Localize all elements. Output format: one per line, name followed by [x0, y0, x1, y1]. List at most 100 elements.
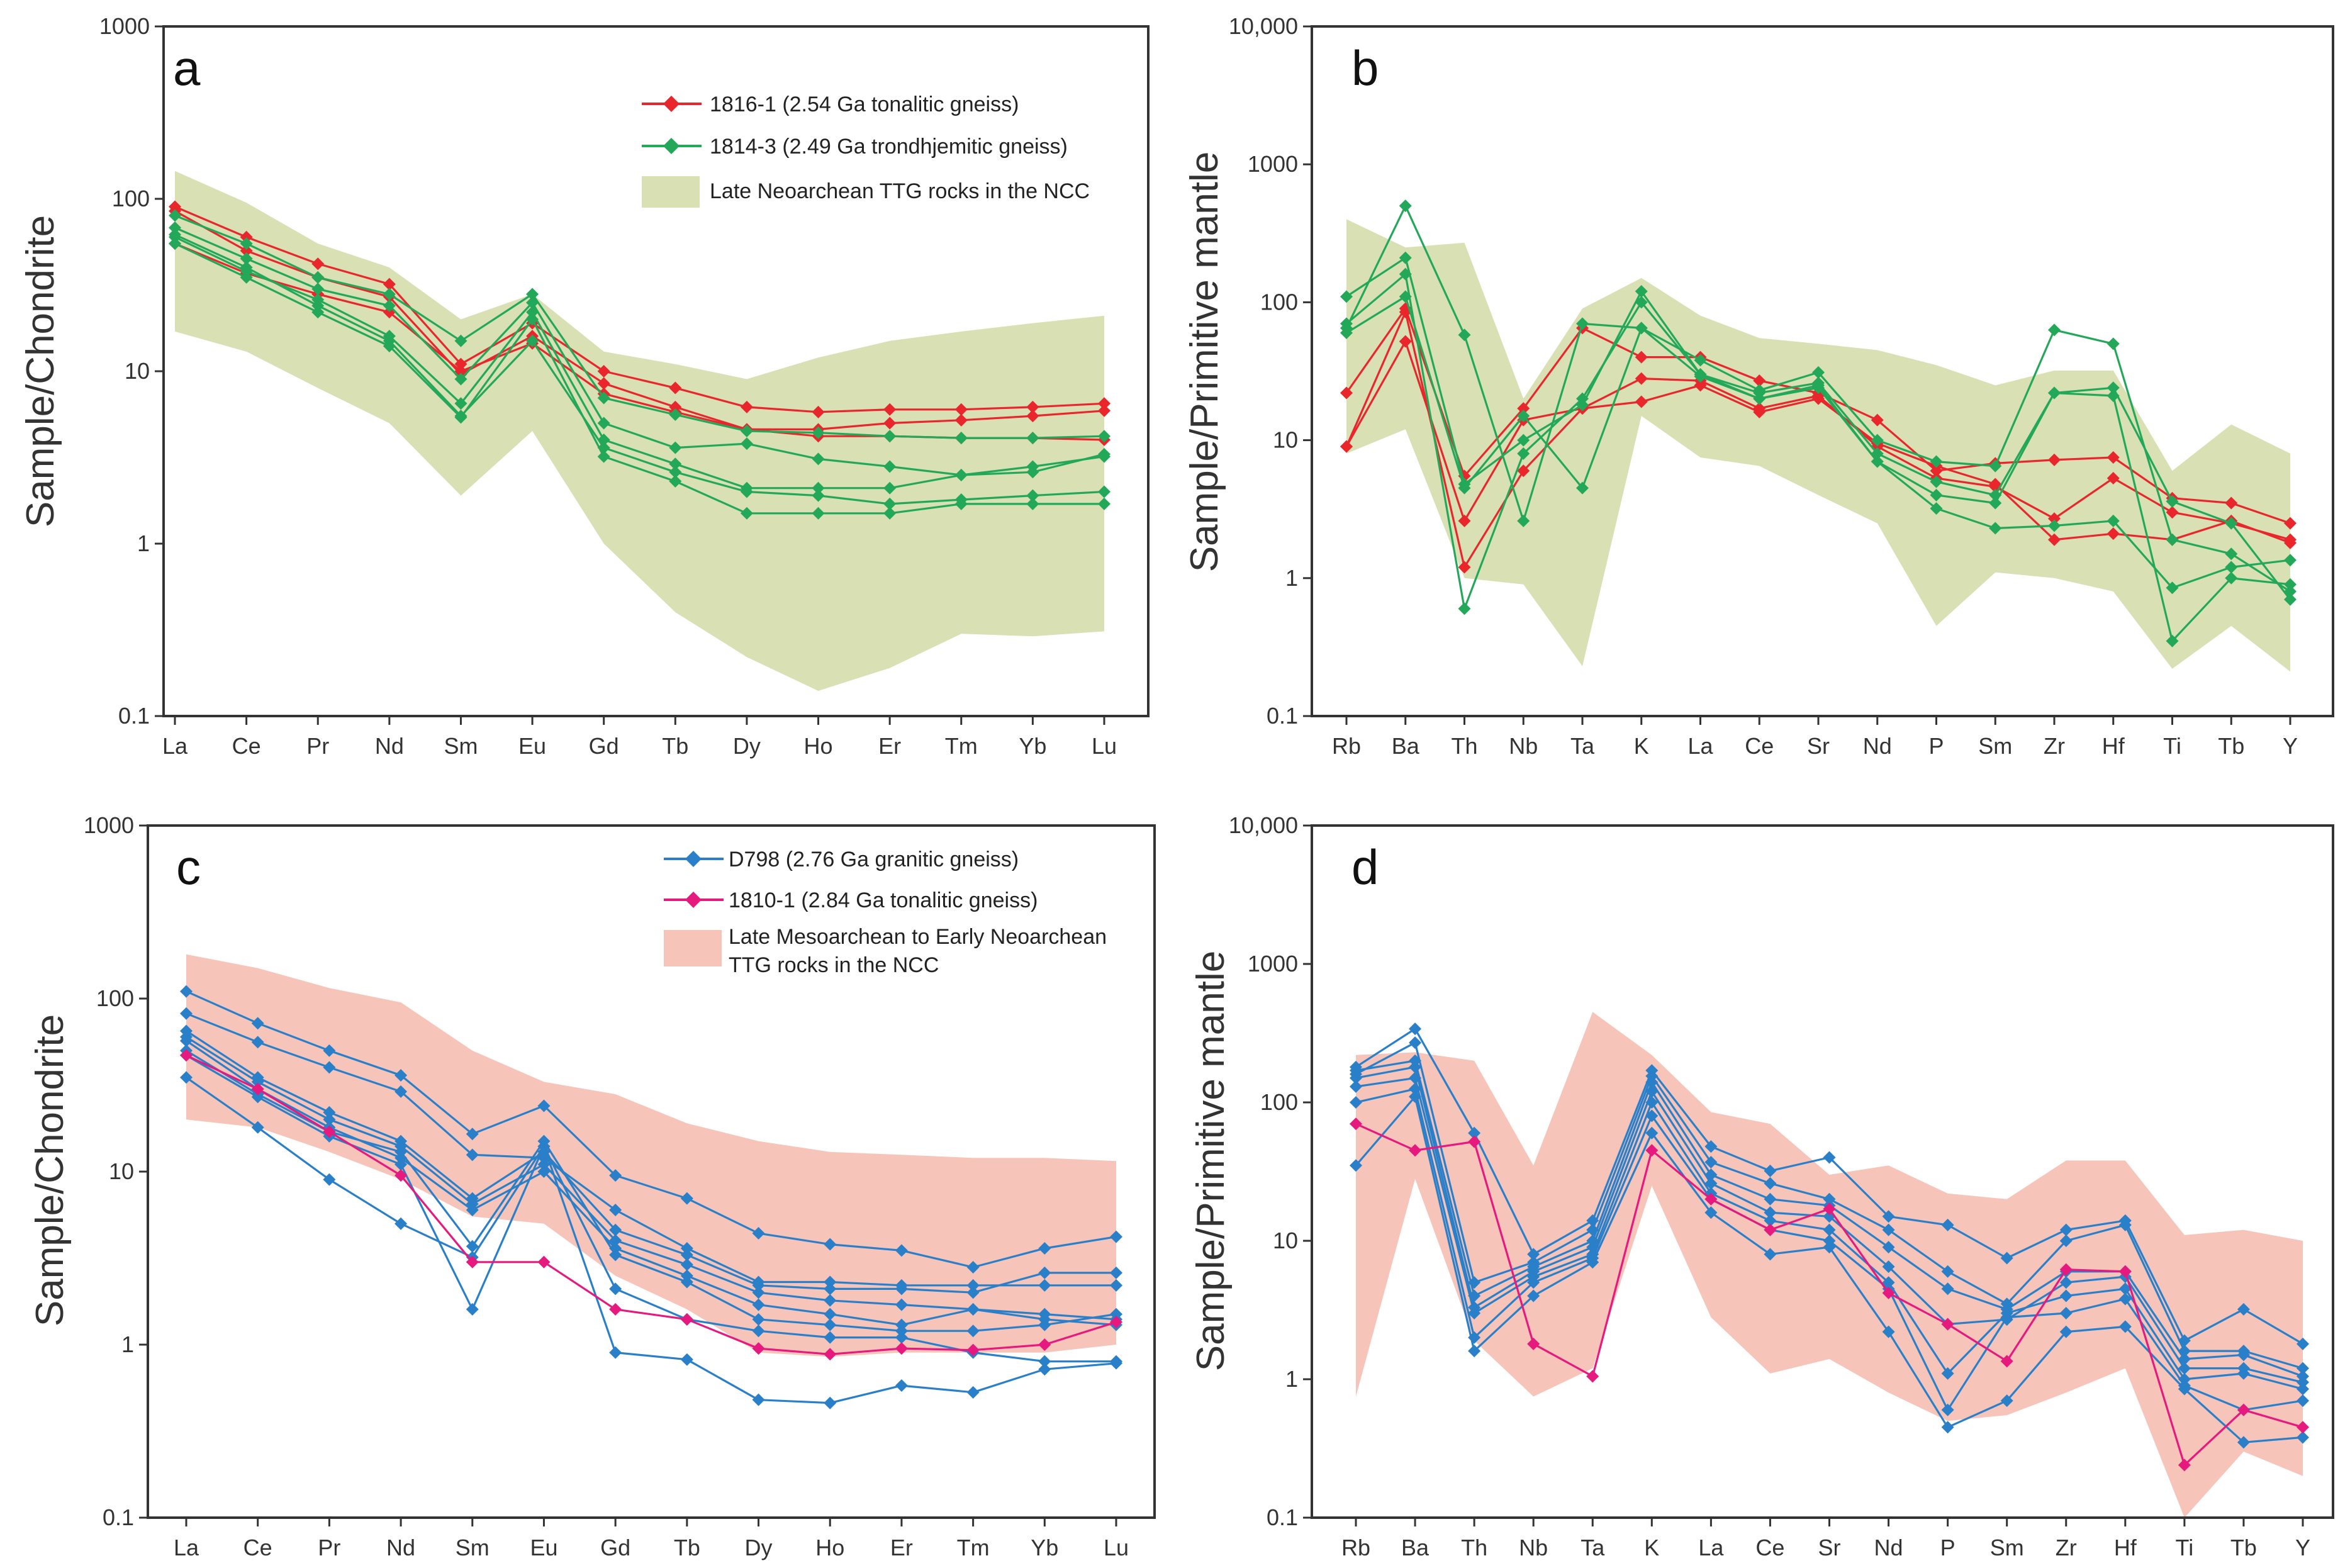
panel-d-point-1810-1-7-Zr — [2059, 1263, 2073, 1276]
panel-a-y-tick-label-1: 1 — [137, 530, 150, 556]
panel-b-x-tick-label-Nd: Nd — [1863, 733, 1892, 759]
panel-b-point-1814-3-4-Y — [2284, 593, 2297, 606]
panel-c-point-D798-1-Tm — [966, 1279, 980, 1292]
panel-c-point-D798-7-Tb — [680, 1353, 693, 1366]
panel-b-point-1814-3-6-Sm — [1989, 522, 2002, 535]
panel-d-point-D798-0-Ce — [1764, 1164, 1777, 1177]
panel-c-point-1810-1-8-Ho — [824, 1348, 837, 1361]
panel-c-point-D798-6-Ce — [251, 1090, 264, 1104]
panel-c-shaded-range — [186, 954, 1116, 1357]
panel-c-legend-label-d798: D798 (2.76 Ga granitic gneiss) — [729, 848, 1019, 871]
panel-b-point-1814-3-6-Hf — [2107, 514, 2120, 527]
panel-d-x-tick-label-Tb: Tb — [2230, 1535, 2257, 1560]
panel-b-point-1814-3-5-K — [1635, 296, 1648, 309]
panel-d-point-D798-2-Ba — [1409, 1054, 1422, 1067]
panel-c-point-D798-4-Tm — [966, 1302, 980, 1316]
panel-a-point-1814-3-7-Dy — [740, 485, 753, 498]
panel-c-point-D798-4-La — [180, 1034, 193, 1048]
panel-b-x-tick-label-Rb: Rb — [1332, 733, 1361, 759]
panel-d-point-D798-6-Rb — [1350, 1159, 1362, 1172]
panel-b-point-1814-3-5-Nb — [1517, 447, 1530, 460]
panel-c-point-D798-5-Tm — [966, 1324, 980, 1338]
panel-c-point-D798-0-Eu — [537, 1099, 551, 1112]
panel-b-point-1816-1-2-K — [1635, 395, 1648, 408]
panel-d-y-tick-label-1: 1 — [1285, 1366, 1298, 1392]
panel-d-point-D798-3-Ba — [1409, 1060, 1422, 1073]
panel-b-point-1814-3-6-K — [1635, 322, 1648, 335]
panel-c-y-tick-label-1: 1 — [121, 1331, 134, 1357]
panel-a-point-1814-3-5-Tm — [954, 468, 968, 481]
panel-c-point-D798-7-Er — [895, 1379, 908, 1392]
panel-d-y-tick-label-4: 1000 — [1248, 951, 1298, 977]
panel-c-series-D798-4-line — [186, 1039, 1117, 1326]
panel-a-point-1814-3-4-Dy — [740, 437, 753, 451]
panel-b-point-1814-3-4-Tb — [2225, 517, 2238, 530]
panel-d-point-D798-3-La — [1704, 1177, 1718, 1190]
panel-c-point-D798-0-Pr — [323, 1044, 336, 1057]
panel-d-point-D798-6-Nd — [1882, 1325, 1895, 1338]
panel-c-point-D798-7-Yb — [1038, 1363, 1051, 1376]
panel-c-point-D798-6-Sm — [466, 1302, 479, 1316]
panel-a-point-1814-3-7-Ho — [812, 489, 825, 502]
panel-d-y-tick-label-3: 100 — [1260, 1089, 1298, 1115]
panel-b-y-tick-label-4: 1000 — [1248, 151, 1298, 177]
panel-a-x-tick-label-Yb: Yb — [1019, 733, 1046, 759]
panel-b-point-1814-3-5-Sm — [1989, 496, 2002, 510]
panel-d-point-D798-6-Tb — [2237, 1436, 2250, 1449]
panel-c-point-1810-1-8-Pr — [323, 1125, 336, 1138]
panel-a-point-1814-3-3-Nd — [383, 288, 396, 301]
panel-a-x-tick-label-Tm: Tm — [945, 733, 978, 759]
panel-a-point-1814-3-5-Ho — [812, 481, 825, 495]
panel-b-point-1814-3-5-P — [1930, 488, 1943, 501]
panel-a-point-1816-1-0-Dy — [740, 400, 753, 413]
panel-d-point-1810-1-7-Ti — [2178, 1459, 2191, 1472]
panel-c-point-1810-1-8-Tm — [966, 1343, 980, 1357]
panel-c-legend-marker-d798 — [685, 851, 702, 867]
panel-d-x-tick-label-Th: Th — [1461, 1535, 1487, 1560]
panel-c-point-1810-1-8-Er — [895, 1342, 908, 1355]
panel-c-x-tick-label-Ce: Ce — [243, 1535, 272, 1560]
panel-b-point-1814-3-6-Ti — [2166, 581, 2179, 595]
panel-b-point-1814-3-3-Ta — [1576, 317, 1589, 330]
panel-d-point-D798-6-Ba — [1409, 1090, 1422, 1103]
panel-c-y-tick-label-4: 1000 — [84, 812, 134, 838]
panel-d-point-D798-6-Zr — [2059, 1325, 2073, 1338]
panel-c-y-axis-label: Sample/Chondrite — [28, 1014, 72, 1326]
panel-c-point-D798-5-Ho — [824, 1318, 837, 1331]
panel-b-point-1814-3-5-Ti — [2166, 634, 2179, 647]
panel-c-point-D798-2-Lu — [1110, 1266, 1122, 1279]
panel-c-y-tick-label-3: 100 — [96, 985, 134, 1011]
panel-c-point-D798-7-Gd — [609, 1346, 622, 1359]
panel-a-point-1814-3-6-Ho — [812, 507, 825, 520]
panel-d-point-D798-5-Ba — [1409, 1082, 1422, 1095]
panel-c-point-D798-2-Tb — [680, 1248, 693, 1262]
panel-d-point-D798-4-Ba — [1409, 1072, 1422, 1085]
panel-c-point-D798-1-Ce — [251, 1036, 264, 1049]
panel-d-point-D798-6-Ta — [1586, 1256, 1599, 1269]
panel-b-point-1814-3-5-Ta — [1576, 392, 1589, 405]
panel-a-y-axis-label: Sample/Chondrite — [19, 215, 62, 527]
panel-d-x-tick-label-Y: Y — [2295, 1535, 2310, 1560]
panel-b-spider-primitive-mantle: 0.1 1 10 100 1000 10,000 Rb Ba Th Nb Ta K La Ce Sr Nd P S… — [1183, 13, 2334, 759]
panel-a-point-1816-1-1-Tm — [954, 413, 968, 427]
panel-c-point-D798-3-Ce — [251, 1075, 264, 1089]
panel-b-point-1816-1-2-Th — [1458, 561, 1471, 574]
panel-d-point-D798-4-Sr — [1823, 1223, 1836, 1236]
panel-a-point-1814-3-4-Gd — [597, 417, 610, 430]
panel-d-point-D798-1-Nd — [1882, 1223, 1895, 1236]
panel-b-point-1816-1-2-Sr — [1812, 392, 1825, 405]
panel-a-x-tick-label-Ho: Ho — [804, 733, 833, 759]
panel-d-letter: d — [1351, 839, 1379, 895]
panel-d-point-D798-4-Zr — [2059, 1289, 2073, 1302]
panel-b-point-1814-3-6-La — [1694, 370, 1707, 383]
panel-b-x-tick-label-Hf: Hf — [2102, 733, 2125, 759]
panel-c-series — [180, 985, 1122, 1409]
panel-c-series-D798-7-line — [186, 1077, 1117, 1404]
panel-b-x-tick-label-Sm: Sm — [1978, 733, 2012, 759]
panel-b-point-1816-1-1-Ba — [1399, 335, 1412, 348]
panel-a-series-1814-3-4-line — [174, 227, 1105, 476]
panel-c-point-D798-7-La — [180, 1071, 193, 1084]
panel-a-point-1814-3-4-Pr — [311, 283, 325, 296]
panel-a-point-1816-1-0-Tm — [954, 403, 968, 416]
panel-c-point-D798-2-Tm — [966, 1286, 980, 1299]
